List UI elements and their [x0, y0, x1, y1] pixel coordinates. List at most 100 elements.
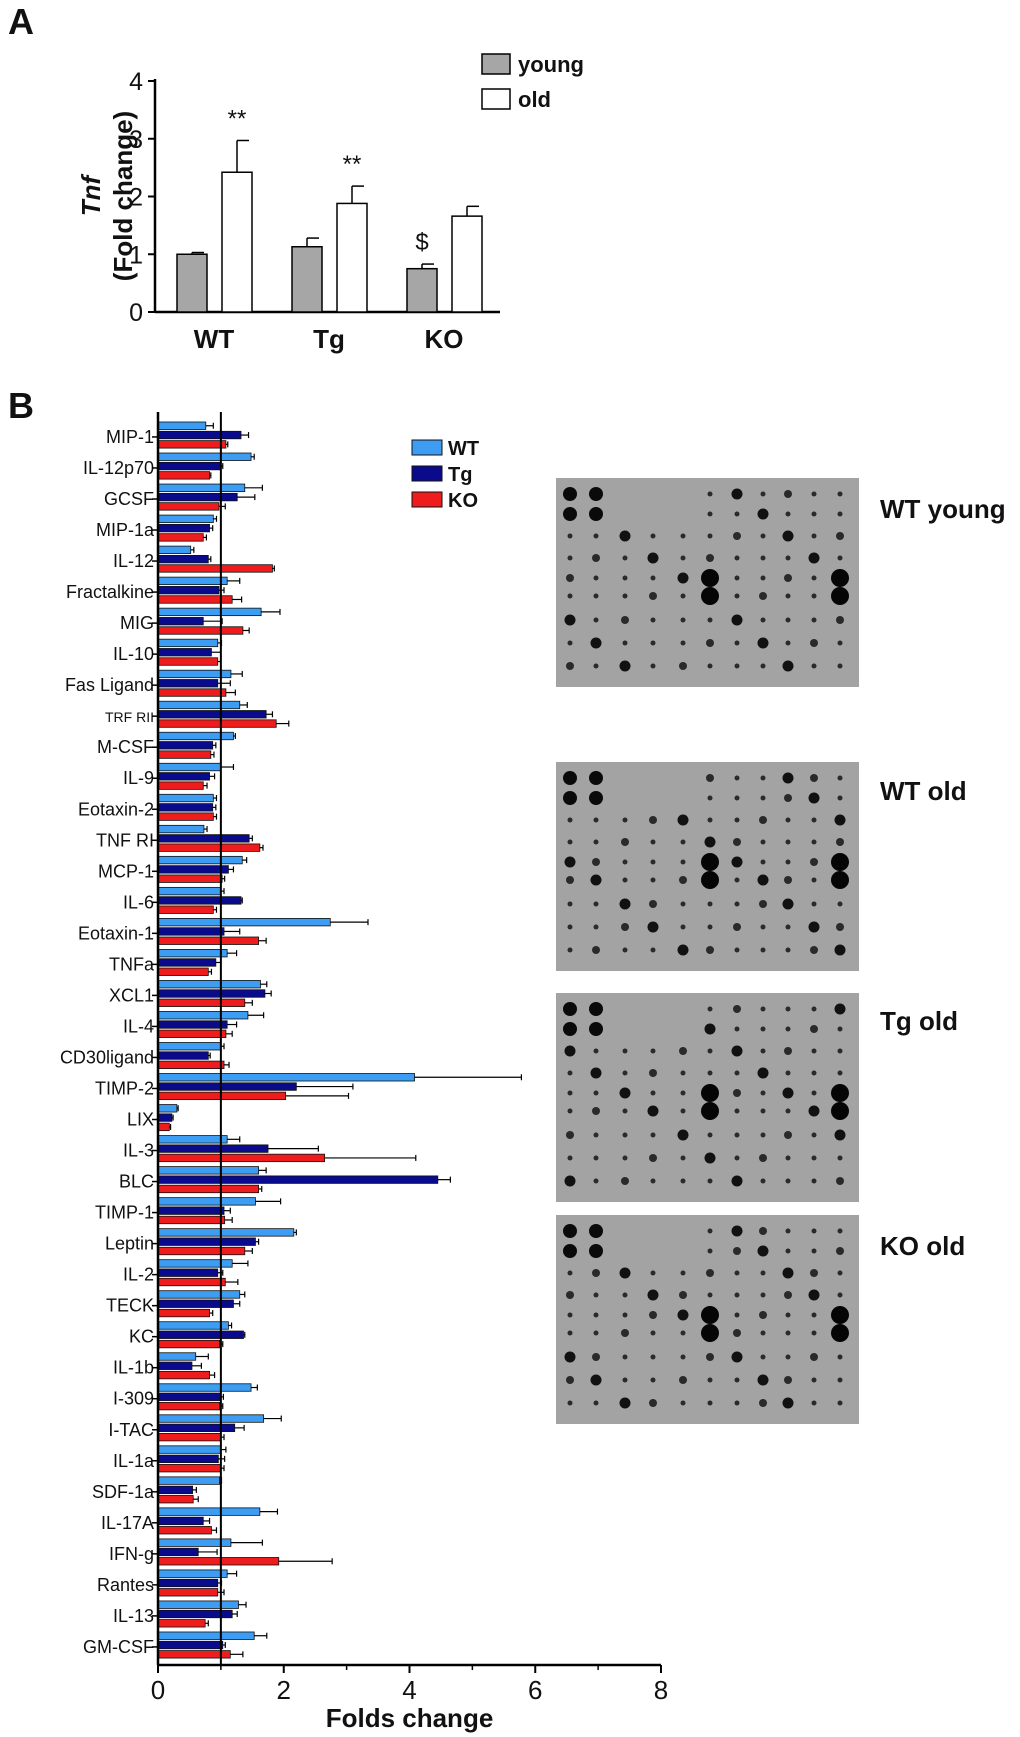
array-spot — [731, 488, 743, 500]
category-label: MIP-1 — [106, 427, 154, 447]
array-spot — [733, 1329, 741, 1337]
bar-Tg-SDF-1a — [157, 1485, 193, 1495]
array-label-ko-old: KO old — [880, 1231, 966, 1261]
array-spot — [836, 616, 844, 624]
array-spot — [760, 1006, 766, 1012]
array-spot — [564, 1351, 576, 1363]
bar-Tg-IL-9 — [157, 772, 210, 781]
array-spot — [782, 660, 794, 672]
array-spot — [836, 923, 844, 931]
bar-Tg-IL-12p70 — [157, 461, 222, 471]
array-spot — [619, 660, 631, 672]
array-spot — [734, 593, 740, 599]
array-spot — [760, 1330, 766, 1336]
category-label: CD30ligand — [60, 1047, 154, 1067]
array-spot — [621, 1177, 629, 1185]
category-label: IL-12 — [113, 551, 154, 571]
array-spot — [760, 555, 766, 561]
array-spot — [704, 1023, 716, 1035]
bar-WT-IL-12 — [157, 545, 192, 554]
array-spot — [589, 507, 603, 521]
array-spot — [837, 1400, 843, 1406]
array-spot — [837, 1070, 843, 1076]
array-spot — [704, 1152, 716, 1164]
bar-Tg-M-CSF — [157, 741, 214, 750]
array-spot — [706, 639, 714, 647]
array-spot — [680, 1155, 686, 1161]
bar-Tg-XCL1 — [157, 989, 266, 998]
array-spot — [734, 1292, 740, 1298]
array-spot — [589, 1244, 603, 1258]
legend-label-old: old — [518, 87, 551, 112]
category-label: I-TAC — [108, 1420, 154, 1440]
panel-letter-a: A — [8, 1, 34, 42]
bar-WT-MIP-1a — [157, 514, 214, 523]
bar-WT-IL-3 — [157, 1135, 228, 1144]
array-spot — [650, 1377, 656, 1383]
bar-WT-Rantes — [157, 1569, 228, 1578]
array-spot — [837, 795, 843, 801]
array-spot — [680, 1354, 686, 1360]
bar-WT-TECK — [157, 1290, 241, 1299]
array-spot — [707, 1048, 713, 1054]
array-spot — [837, 1026, 843, 1032]
array-spot — [592, 1269, 600, 1277]
bar-KO-I-TAC — [157, 1433, 222, 1442]
array-spot — [592, 858, 600, 866]
panel-b-chart: MIP-1 IL-12p70 GCSF MIP-1a IL-12 Fractalkine M… — [60, 412, 668, 1733]
array-spot — [707, 901, 713, 907]
array-spot — [680, 555, 686, 561]
array-spot — [593, 1048, 599, 1054]
array-spot — [680, 1400, 686, 1406]
array-spot — [567, 593, 573, 599]
array-spot — [622, 1292, 628, 1298]
bar-Tg-I-309 — [157, 1392, 222, 1401]
bar-KO-Eotaxin-1 — [157, 936, 259, 945]
array-spot — [734, 575, 740, 581]
array-spot — [650, 839, 656, 845]
array-spot — [811, 617, 817, 623]
array-spot — [680, 1178, 686, 1184]
bar-Tg-Eotaxin-1 — [157, 927, 225, 936]
legend-label-KO: KO — [448, 490, 478, 512]
array-spot — [784, 1131, 792, 1139]
array-spot — [593, 663, 599, 669]
array-spot — [734, 1070, 740, 1076]
array-spot — [731, 614, 743, 626]
array-spot — [785, 817, 791, 823]
array-spot — [567, 1270, 573, 1276]
bar-KO-TIMP-1 — [157, 1215, 226, 1225]
array-spot — [707, 1070, 713, 1076]
bar-KO-IL-1a — [157, 1464, 222, 1473]
bar-WT-IL-12p70 — [157, 452, 252, 461]
category-label: IL-6 — [123, 892, 154, 912]
array-spot — [759, 1311, 767, 1319]
array-spot — [785, 1312, 791, 1318]
array-spot — [760, 575, 766, 581]
category-label: BLC — [119, 1172, 154, 1192]
array-spot — [619, 1267, 631, 1279]
x-tick-label-KO: KO — [425, 324, 464, 354]
array-spot — [680, 901, 686, 907]
array-spot — [785, 839, 791, 845]
array-spot — [837, 1048, 843, 1054]
array-spot — [649, 816, 657, 824]
x-tick-label-WT: WT — [194, 324, 235, 354]
array-spot — [707, 1132, 713, 1138]
array-spot — [650, 947, 656, 953]
array-spot — [566, 1291, 574, 1299]
array-spot — [680, 859, 686, 865]
bar-KO-GM-CSF — [157, 1650, 231, 1659]
y-tick-label: 2 — [129, 184, 143, 212]
bar-Tg-Eotaxin-2 — [157, 803, 214, 812]
array-spot — [622, 1048, 628, 1054]
bar-Tg-TECK — [157, 1299, 234, 1308]
array-spot — [760, 491, 766, 497]
array-spot — [593, 901, 599, 907]
array-spot — [590, 874, 602, 886]
array-spot — [622, 877, 628, 883]
bar-Tg-Fractalkine — [157, 586, 220, 595]
array-spot — [837, 1155, 843, 1161]
array-spot — [734, 1270, 740, 1276]
array-spot — [563, 1022, 577, 1036]
